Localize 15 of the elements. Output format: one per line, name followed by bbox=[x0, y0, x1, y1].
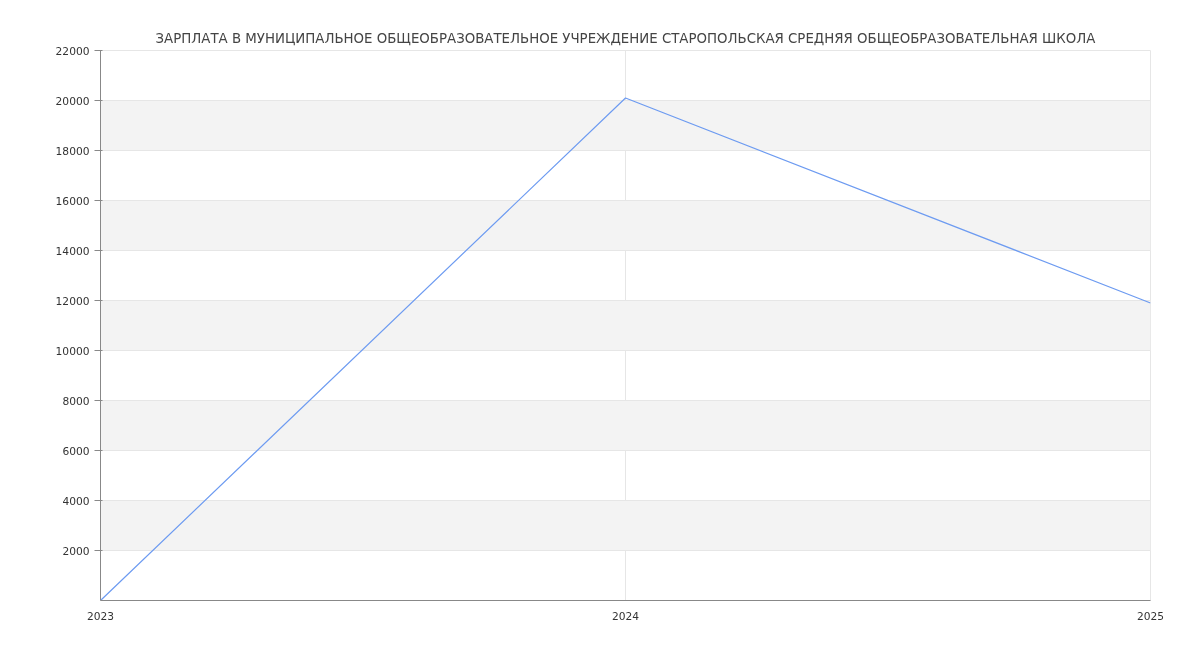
y-tick-label: 8000 bbox=[62, 394, 90, 408]
y-tick-label: 2000 bbox=[62, 544, 90, 558]
y-tick-label: 22000 bbox=[55, 44, 90, 58]
y-tick-label: 16000 bbox=[55, 194, 90, 208]
chart-title: ЗАРПЛАТА В МУНИЦИПАЛЬНОЕ ОБЩЕОБРАЗОВАТЕЛЬНОЕ УЧРЕЖДЕНИЕ СТАРОПОЛЬСКАЯ СРЕДНЯЯ ОБЩЕОБРАЗОВАТЕЛЬНАЯ ШКОЛА bbox=[155, 30, 1096, 46]
y-tick-label: 10000 bbox=[55, 344, 90, 358]
x-tick-label: 2024 bbox=[611, 609, 640, 623]
y-tick-label: 20000 bbox=[55, 94, 90, 108]
x-tick-label: 2025 bbox=[1136, 609, 1165, 623]
y-tick-label: 12000 bbox=[55, 294, 90, 308]
y-tick-label: 6000 bbox=[62, 444, 90, 458]
y-tick-label: 14000 bbox=[55, 244, 90, 258]
x-tick-label: 2023 bbox=[86, 609, 115, 623]
y-tick-label: 4000 bbox=[62, 494, 90, 508]
y-tick-label: 18000 bbox=[55, 144, 90, 158]
